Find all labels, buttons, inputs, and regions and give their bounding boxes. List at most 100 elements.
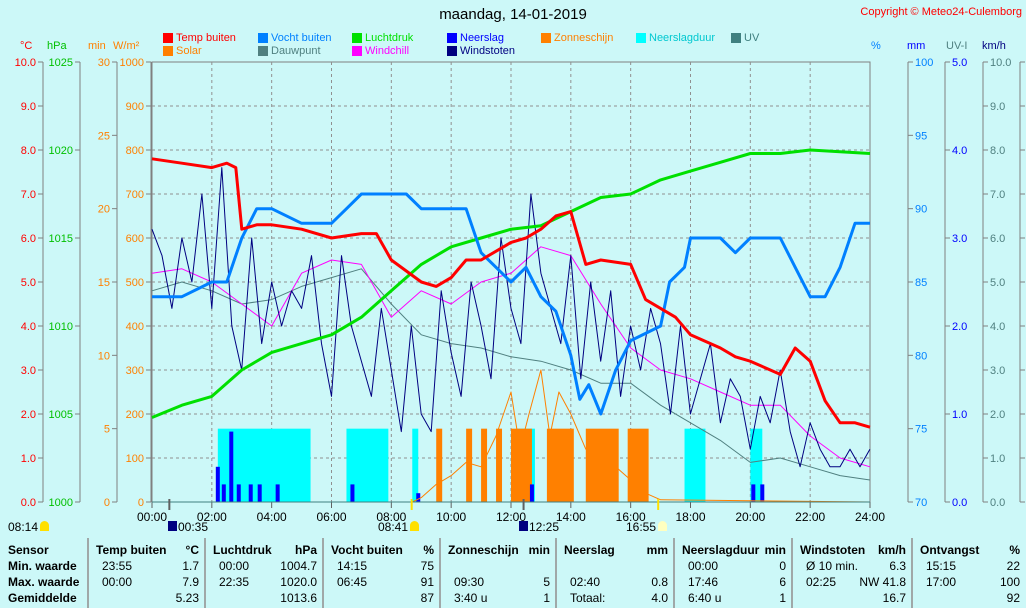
moon-icon [168,521,177,531]
tick-label-uv: 5.0 [990,277,1005,289]
tick-label-min: 5 [104,424,110,436]
tick-label-min: 15 [98,277,110,289]
axis-unit-hpa: hPa [47,40,67,52]
axis-unit-min: min [88,40,106,52]
astro-moonrise: 12:25 [529,520,560,534]
neerslag-bar [760,484,765,502]
legend-label: Dauwpunt [271,45,321,57]
table-unit: °C [185,543,199,557]
table-value: 1 [779,591,786,605]
table-time: 17:46 [688,575,719,589]
tick-label-uv: 4.0 [990,321,1005,333]
table-value: 92 [1006,591,1020,605]
legend-swatch [636,33,646,43]
table-unit: km/h [877,543,906,557]
table-header: Sensor [8,543,49,557]
tick-label-wm2: 700 [126,189,144,201]
tick-label-mm: 0.0 [952,497,967,509]
table-value: 6 [779,575,786,589]
zonneschijn-bar [496,428,503,502]
neerslag-bar [350,484,355,502]
legend-swatch [258,33,268,43]
series-vocht-buiten [152,192,870,416]
table-value: 100 [999,575,1020,589]
table-header: Temp buiten [96,543,167,557]
time-label: 10:00 [436,510,466,524]
table-value: 0 [779,559,786,573]
tick-label-wm2: 200 [126,409,144,421]
tick-label-uv: 7.0 [990,189,1005,201]
tick-label-uv: 1.0 [990,453,1005,465]
table-time: 6:40 u [688,591,722,605]
table-time: 14:15 [337,559,368,573]
zonneschijn-bar [511,428,532,502]
legend-swatch [731,33,741,43]
tick-label-min: 20 [98,204,110,216]
table-value: 22 [1006,559,1020,573]
legend-label: Windchill [365,45,410,57]
time-label: 18:00 [675,510,705,524]
table-value: 87 [420,591,434,605]
table-header: Neerslag [564,543,615,557]
table-time: 02:40 [570,575,601,589]
neerslag-bar [751,484,756,502]
axis-unit-c: °C [20,40,33,52]
tick-label-pct: 100 [915,57,933,69]
weather-chart: 0.01.02.03.04.05.06.07.08.09.010.0100010… [15,57,1025,524]
tick-label-c: 10.0 [15,57,36,69]
legend-swatch [258,46,268,56]
time-label: 06:00 [316,510,346,524]
table-time: 22:35 [219,575,250,589]
table-value: 1020.0 [280,575,317,589]
neerslagduur-bar [412,428,419,502]
tick-label-uv: 9.0 [990,101,1005,113]
tick-label-pct: 85 [915,277,927,289]
table-separator [911,538,913,608]
tick-label-uv: 2.0 [990,409,1005,421]
table-value: 1013.6 [280,591,317,605]
neerslagduur-bar [684,428,706,502]
legend-label: Neerslag [460,32,505,44]
series-temp-buiten [151,157,871,429]
table-value: 91 [420,575,434,589]
legend-label: Temp buiten [176,32,236,44]
table-header: Zonneschijn [448,543,519,557]
axis-unit-uv: UV-I [946,40,968,52]
table-time: 00:00 [219,559,250,573]
tick-label-hpa: 1015 [49,233,73,245]
tick-label-wm2: 0 [138,497,144,509]
astro-sunrise: 08:14 [8,520,39,534]
table-time: 09:30 [454,575,485,589]
tick-label-c: 1.0 [21,453,36,465]
tick-label-wm2: 600 [126,233,144,245]
tick-label-min: 10 [98,350,110,362]
time-label: 24:00 [855,510,885,524]
tick-label-hpa: 1010 [49,321,73,333]
legend-label: Vocht buiten [271,32,332,44]
table-unit: % [1009,543,1020,557]
summary-table: Sensor Min. waarde Max. waarde Gemiddelde Te… [0,538,1026,608]
neerslag-bar [529,484,534,502]
table-value: 16.7 [882,591,906,605]
sun-icon [658,521,667,531]
table-header: Ontvangst [920,543,980,557]
table-separator [439,538,441,608]
zonneschijn-bar [466,428,473,502]
tick-label-pct: 80 [915,350,927,362]
neerslag-bar [229,431,234,502]
neerslag-bar [221,484,226,502]
time-label: 00:00 [137,510,167,524]
tick-label-hpa: 1020 [49,145,73,157]
row-label: Max. waarde [8,575,80,589]
table-value: 1 [543,591,550,605]
tick-label-uv: 0.0 [990,497,1005,509]
tick-label-uv: 8.0 [990,145,1005,157]
neerslagduur-bar [750,428,763,502]
table-time: 00:00 [688,559,719,573]
tick-label-pct: 90 [915,204,927,216]
legend-label: UV [744,32,760,44]
legend-swatch [352,33,362,43]
zonneschijn-bar [627,428,649,502]
table-header: Neerslagduur [682,543,760,557]
tick-label-c: 2.0 [21,409,36,421]
